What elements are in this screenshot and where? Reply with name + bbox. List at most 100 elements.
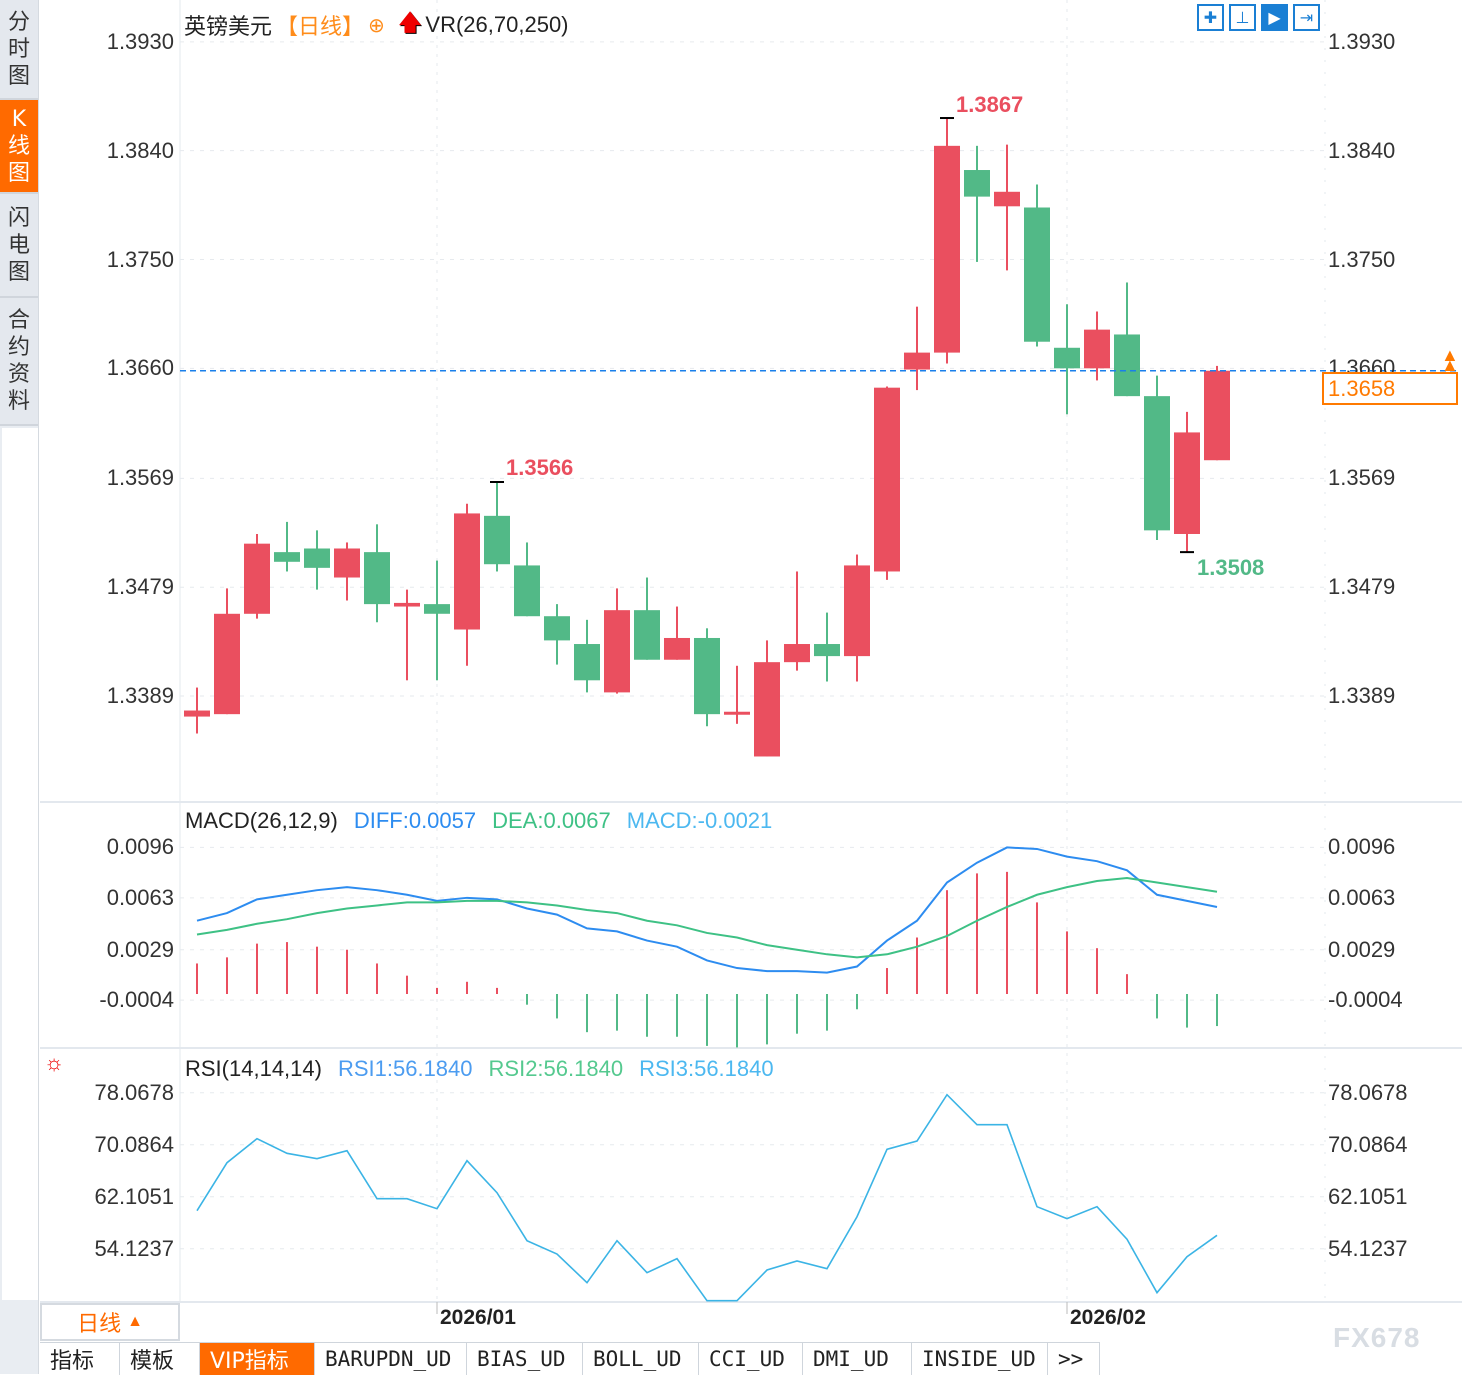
macd-tick-left: 0.0096 xyxy=(106,834,174,860)
tab-indicators[interactable]: 指标 xyxy=(40,1343,120,1375)
tab-bias[interactable]: BIAS_UD xyxy=(467,1343,583,1375)
period-button[interactable]: 日线 ▲ xyxy=(40,1303,180,1341)
arrow-up-red-icon[interactable]: 🡅 xyxy=(398,10,422,35)
settings-sun-icon[interactable]: ☼ xyxy=(44,1050,65,1075)
candle-body xyxy=(874,387,900,572)
crosshair-icon[interactable]: ✚ xyxy=(1197,4,1224,31)
date-label-jan: 2026/01 xyxy=(440,1306,516,1329)
sidebar-item-label: 分时图 xyxy=(7,9,30,89)
macd-legend: MACD(26,12,9) DIFF:0.0057 DEA:0.0067 MAC… xyxy=(185,808,772,834)
sidebar-item-flash[interactable]: 闪电图 xyxy=(0,194,38,298)
candle-body xyxy=(1114,334,1140,397)
price-legend: 英镑美元 【日线】 ⊕ 🡅 VR(26,70,250) xyxy=(184,6,569,44)
candle-body xyxy=(1084,329,1110,369)
price-tick-right: 1.3479 xyxy=(1328,574,1396,600)
candle-body xyxy=(1144,396,1170,531)
candle-body xyxy=(274,552,300,562)
candle-body xyxy=(574,644,600,681)
rsi-title[interactable]: RSI(14,14,14) xyxy=(185,1056,322,1081)
last-price-label: 1.3658 xyxy=(1322,372,1458,405)
price-tick-left: 1.3840 xyxy=(106,137,174,163)
candle-body xyxy=(514,565,540,617)
candle-body xyxy=(664,637,690,660)
macd-title[interactable]: MACD(26,12,9) xyxy=(185,808,338,833)
sidebar-item-contract-info[interactable]: 合约资料 xyxy=(0,298,38,426)
price-tick-left: 1.3479 xyxy=(106,574,174,600)
period-button-label: 日线 xyxy=(77,1311,122,1336)
jump-end-icon[interactable]: ⇥ xyxy=(1293,4,1320,31)
candle-body xyxy=(754,662,780,757)
price-tick-left: 1.3660 xyxy=(106,355,174,381)
macd-tick-right: 0.0096 xyxy=(1328,834,1396,860)
price-tick-right: 1.3569 xyxy=(1328,465,1396,491)
low-price-label: 1.3508 xyxy=(1197,555,1265,580)
tab-cci[interactable]: CCI_UD xyxy=(699,1343,803,1375)
macd-tick-left: 0.0029 xyxy=(106,936,174,962)
macd-tick-right: 0.0029 xyxy=(1328,936,1396,962)
candle-body xyxy=(334,548,360,578)
rsi3-value: RSI3:56.1840 xyxy=(639,1056,774,1081)
candle-body xyxy=(484,515,510,565)
price-tick-left: 1.3569 xyxy=(106,465,174,491)
tab-dmi[interactable]: DMI_UD xyxy=(803,1343,912,1375)
sidebar-item-timeshare[interactable]: 分时图 xyxy=(0,0,38,100)
rsi-tick-left: 54.1237 xyxy=(94,1235,174,1261)
dea-value: DEA:0.0067 xyxy=(492,808,611,833)
candle-body xyxy=(394,602,420,607)
price-tick-left: 1.3389 xyxy=(106,683,174,709)
sidebar-item-kline[interactable]: K线图 xyxy=(0,100,38,194)
candle-body xyxy=(1204,370,1230,461)
rsi-line xyxy=(196,1093,1218,1302)
candle-body xyxy=(784,644,810,663)
rsi-tick-left: 78.0678 xyxy=(94,1079,174,1105)
symbol-name: 英镑美元 xyxy=(184,14,273,39)
rsi-tick-right: 78.0678 xyxy=(1328,1079,1408,1105)
candle-body xyxy=(964,170,990,197)
macd-value: MACD:-0.0021 xyxy=(626,808,773,833)
candle-body xyxy=(694,637,720,715)
tab-inside[interactable]: INSIDE_UD xyxy=(912,1343,1048,1375)
candle-body xyxy=(244,543,270,614)
candle-body xyxy=(1054,347,1080,369)
sidebar-item-label: 合约资料 xyxy=(7,308,30,414)
candle-body xyxy=(214,613,240,715)
price-tick-right: 1.3930 xyxy=(1328,28,1396,54)
rsi-legend: RSI(14,14,14) RSI1:56.1840 RSI2:56.1840 … xyxy=(185,1056,774,1082)
macd-tick-right: 0.0063 xyxy=(1328,884,1396,910)
indicator-tab-bar: 指标 模板 VIP指标 BARUPDN_UD BIAS_UD BOLL_UD C… xyxy=(40,1342,1100,1375)
zoom-range-icon[interactable]: ⊥ xyxy=(1229,4,1256,31)
tab-templates[interactable]: 模板 xyxy=(120,1343,200,1375)
candle-body xyxy=(634,610,660,660)
price-tick-right: 1.3840 xyxy=(1328,137,1396,163)
double-up-arrow-icon[interactable]: ▲ ▲ xyxy=(1441,345,1459,375)
tab-barupdn[interactable]: BARUPDN_UD xyxy=(315,1343,467,1375)
high-price-label: 1.3867 xyxy=(956,92,1024,117)
candle-body xyxy=(814,644,840,657)
candle-body xyxy=(934,145,960,353)
tab-boll[interactable]: BOLL_UD xyxy=(583,1343,699,1375)
crosshair-add-icon[interactable]: ⊕ xyxy=(368,14,385,37)
macd-tick-right: -0.0004 xyxy=(1328,987,1403,1013)
diff-line xyxy=(196,846,1218,974)
candle-body xyxy=(544,616,570,641)
candle-body xyxy=(424,604,450,614)
candle-body xyxy=(604,610,630,693)
candle-body xyxy=(1174,432,1200,534)
candle-body xyxy=(724,711,750,715)
price-tick-right: 1.3389 xyxy=(1328,683,1396,709)
sidebar: 分时图 K线图 闪电图 合约资料 xyxy=(0,0,39,1374)
candle-body xyxy=(904,352,930,370)
local-high-label: 1.3566 xyxy=(506,455,574,480)
date-label-feb: 2026/02 xyxy=(1070,1306,1146,1329)
indicator-vr[interactable]: VR(26,70,250) xyxy=(425,12,569,37)
sidebar-blank xyxy=(2,428,38,1300)
tab-vip-indicators[interactable]: VIP指标 xyxy=(200,1343,315,1375)
rsi-tick-right: 54.1237 xyxy=(1328,1235,1408,1261)
price-tick-left: 1.3930 xyxy=(106,28,174,54)
macd-tick-left: 0.0063 xyxy=(106,884,174,910)
price-tick-left: 1.3750 xyxy=(106,246,174,272)
rsi-tick-left: 70.0864 xyxy=(94,1131,174,1157)
tab-more[interactable]: >> xyxy=(1048,1343,1100,1375)
play-forward-icon[interactable]: ▶ xyxy=(1261,4,1288,31)
